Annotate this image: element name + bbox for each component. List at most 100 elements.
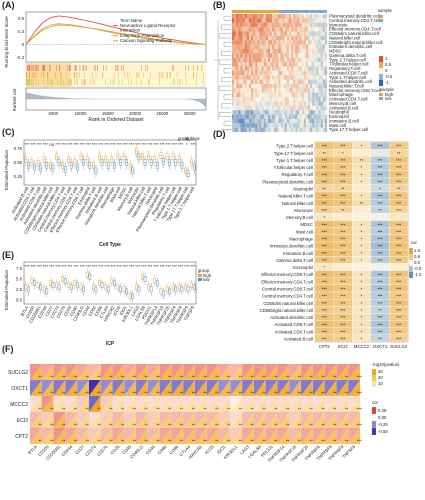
- row-label: Natural.killer.cell: [329, 35, 360, 40]
- row-label: Eosinophil: [293, 265, 313, 270]
- heatmap-cell: [305, 70, 309, 76]
- cor-triangle: [195, 364, 207, 380]
- heatmap-cell: [295, 66, 298, 71]
- panel-label-f: (F): [2, 344, 14, 354]
- heatmap-cell: [318, 70, 321, 76]
- heatmap-cell: [305, 110, 309, 115]
- sig-star: ***: [180, 438, 185, 443]
- heatmap-cell: [324, 105, 328, 111]
- heatmap-cell: [320, 31, 323, 36]
- row-label: Plasmacytoid.dendritic.cell: [329, 14, 380, 19]
- heatmap-cell: [303, 57, 306, 63]
- heatmap-cell: [248, 79, 252, 85]
- pvalue-triangle: [112, 412, 125, 428]
- heatmap-cell: [303, 44, 306, 50]
- box-high: [91, 284, 95, 290]
- heatmap-cell: [255, 14, 258, 19]
- heatmap-cell: [259, 35, 262, 41]
- heatmap-cell: [282, 88, 285, 93]
- corr-star: ***: [396, 251, 401, 256]
- heatmap-cell: [297, 66, 300, 71]
- pvalue-triangle: [171, 380, 184, 396]
- heatmap-cell: [303, 70, 306, 76]
- heatmap-cell: [280, 114, 283, 119]
- heatmap-cell: [282, 92, 285, 98]
- heatmap-cell: [244, 110, 247, 115]
- heatmap-cell: [270, 48, 273, 54]
- heatmap-cell: [278, 127, 281, 133]
- heatmap-cell: [255, 79, 258, 85]
- legend-title: -log10(pvalue): [372, 362, 400, 367]
- significance-label: ***: [25, 142, 30, 147]
- heatmap-cell: [238, 70, 241, 76]
- heatmap-cell: [276, 53, 279, 58]
- heatmap-cell: [263, 35, 266, 41]
- heatmap-cell: [259, 18, 262, 23]
- col-label: OXCT1: [373, 344, 388, 349]
- heatmap-cell: [240, 27, 243, 32]
- legend-value: 0.0: [414, 260, 421, 265]
- heatmap-cell: [251, 70, 254, 76]
- corr-cell: [370, 263, 390, 271]
- heatmap-cell: [293, 101, 296, 106]
- heatmap-cell: [322, 101, 325, 106]
- heatmap-cell: [270, 66, 273, 71]
- heatmap-cell: [259, 57, 262, 63]
- heatmap-cell: [299, 66, 302, 71]
- heatmap-cell: [257, 75, 260, 80]
- cor-triangle: [88, 380, 101, 396]
- pvalue-triangle: [206, 364, 219, 380]
- heatmap-cell: [284, 123, 287, 128]
- boxplot-frame: [23, 139, 197, 186]
- heatmap-cell: [242, 35, 245, 41]
- heatmap-cell: [238, 14, 241, 19]
- sig-star: ***: [168, 374, 173, 379]
- heatmap-cell: [240, 44, 243, 50]
- heatmap-cell: [286, 110, 290, 115]
- dendrogram-branch: [223, 120, 231, 126]
- cor-triangle: [242, 412, 254, 428]
- heatmap-cell: [265, 27, 268, 32]
- legend2-swatch: [379, 97, 383, 100]
- heatmap-cell: [299, 83, 302, 89]
- heatmap-cell: [257, 127, 260, 133]
- heatmap-cell: [272, 31, 275, 36]
- heatmap-cell: [280, 35, 283, 41]
- heatmap-cell: [312, 18, 315, 23]
- heatmap-cell: [236, 88, 239, 93]
- heatmap-cell: [305, 123, 309, 128]
- heatmap-cell: [289, 123, 292, 128]
- heatmap-cell: [232, 40, 235, 45]
- heatmap-cell: [308, 92, 311, 98]
- heatmap-cell: [242, 101, 245, 106]
- pvalue-triangle: [253, 396, 266, 412]
- heatmap-cell: [289, 92, 292, 98]
- pvalue-triangle: [195, 396, 207, 412]
- heatmap-cell: [242, 70, 245, 76]
- box-low: [125, 288, 129, 295]
- corr-star: ***: [322, 201, 327, 206]
- heatmap-cell: [253, 57, 256, 63]
- heatmap-cell: [293, 127, 296, 133]
- heatmap-cell: [316, 101, 319, 106]
- sig-star: ***: [180, 374, 185, 379]
- box-low: [143, 276, 147, 282]
- heatmap-cell: [303, 35, 306, 41]
- heatmap-cell: [291, 70, 294, 76]
- box-low: [100, 282, 104, 288]
- y-axis-label: Estimated Proportion: [4, 149, 9, 190]
- heatmap-cell: [255, 101, 258, 106]
- row-label: CD56dim.natural.killer.cell: [263, 301, 313, 306]
- heatmap-cell: [272, 127, 275, 133]
- heatmap-cell: [297, 92, 300, 98]
- heatmap-cell: [320, 57, 323, 63]
- heatmap-cell: [322, 48, 325, 54]
- heatmap-cell: [322, 44, 325, 50]
- box-high: [85, 271, 89, 278]
- corr-star: ***: [396, 272, 401, 277]
- heatmap-cell: [314, 97, 317, 102]
- heatmap-cell: [291, 75, 294, 80]
- pvalue-triangle: [253, 380, 266, 396]
- heatmap-cell: [248, 118, 252, 124]
- cor-triangle: [41, 380, 54, 396]
